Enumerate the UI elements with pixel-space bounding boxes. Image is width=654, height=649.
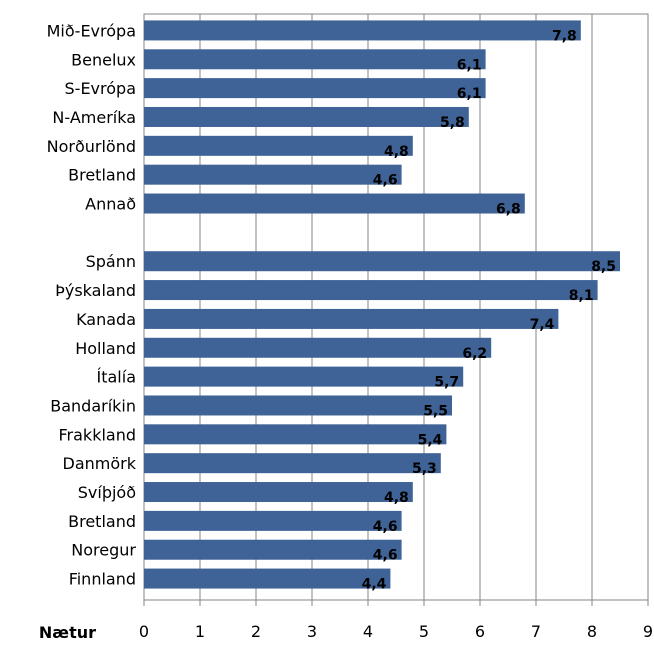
bar — [144, 510, 402, 531]
data-label: 6,1 — [457, 57, 482, 73]
bar — [144, 337, 492, 358]
data-label: 8,1 — [569, 288, 594, 304]
bar — [144, 280, 598, 301]
category-labels: Mið-Evrópa Benelux S-Evrópa N-Ameríka Norður… — [47, 21, 137, 588]
data-label: 4,6 — [373, 173, 398, 189]
x-tick-label: 8 — [587, 622, 597, 641]
category-label: Spánn — [86, 252, 136, 271]
category-label: Bretland — [68, 512, 136, 531]
bar — [144, 20, 581, 41]
plot-area-border — [143, 13, 649, 601]
x-tick-label: 6 — [475, 622, 485, 641]
bar — [144, 568, 391, 589]
data-label: 5,7 — [434, 375, 459, 391]
data-label: 5,8 — [440, 115, 465, 131]
category-label: Holland — [75, 339, 136, 358]
category-label: N-Ameríka — [52, 108, 136, 127]
data-label: 4,6 — [373, 548, 398, 564]
category-label: Kanada — [76, 310, 136, 329]
data-label: 5,5 — [423, 403, 448, 419]
x-tick-label: 0 — [139, 622, 149, 641]
x-tick-label: 5 — [419, 622, 429, 641]
category-label: Danmörk — [63, 454, 137, 473]
bar — [144, 193, 525, 214]
data-label: 6,8 — [496, 202, 521, 218]
data-label: 5,3 — [412, 461, 437, 477]
x-tick-label: 1 — [195, 622, 205, 641]
x-tick-label: 7 — [531, 622, 541, 641]
data-label: 7,8 — [552, 28, 577, 44]
bar — [144, 106, 469, 127]
x-tick-labels: 0 1 2 3 4 5 6 7 8 9 — [139, 622, 653, 641]
category-label: Frakkland — [59, 425, 137, 444]
category-label: Bandaríkin — [50, 396, 136, 415]
bar — [144, 424, 447, 445]
bar — [144, 366, 464, 387]
category-label: Þýskaland — [55, 281, 136, 300]
bar — [144, 453, 441, 474]
data-label: 4,8 — [384, 490, 409, 506]
category-label: Norðurlönd — [47, 137, 136, 156]
bar — [144, 539, 402, 560]
data-label: 4,6 — [373, 519, 398, 535]
bars — [144, 20, 620, 589]
data-label: 4,4 — [362, 577, 387, 593]
x-tick-label: 2 — [251, 622, 261, 641]
category-label: Bretland — [68, 166, 136, 185]
data-label: 6,1 — [457, 86, 482, 102]
bar — [144, 135, 413, 156]
data-label: 7,4 — [530, 317, 555, 333]
category-label: Annað — [85, 195, 136, 214]
data-labels: 7,8 6,1 6,1 5,8 4,8 4,6 6,8 8,5 8,1 7,4 6,25,7 5,5 5… — [362, 28, 616, 592]
data-label: 5,4 — [418, 432, 443, 448]
bar — [144, 482, 413, 503]
data-label: 8,5 — [591, 259, 616, 275]
x-tick-label: 3 — [307, 622, 317, 641]
x-tick-label: 9 — [643, 622, 653, 641]
bar — [144, 78, 486, 99]
category-label: Mið-Evrópa — [47, 21, 136, 40]
category-label: Finnland — [69, 570, 136, 589]
x-axis-title: Nætur — [39, 623, 96, 642]
bar — [144, 49, 486, 70]
category-label: Svíþjóð — [78, 483, 136, 502]
bar — [144, 308, 559, 329]
x-tick-label: 4 — [363, 622, 373, 641]
category-label: Benelux — [71, 50, 136, 69]
category-label: Noregur — [71, 541, 136, 560]
category-label: Ítalía — [97, 368, 137, 387]
category-label: S-Evrópa — [65, 79, 136, 98]
data-label: 4,8 — [384, 144, 409, 160]
data-label: 6,2 — [462, 346, 487, 362]
bar — [144, 251, 620, 272]
bar — [144, 395, 452, 416]
bar — [144, 164, 402, 185]
